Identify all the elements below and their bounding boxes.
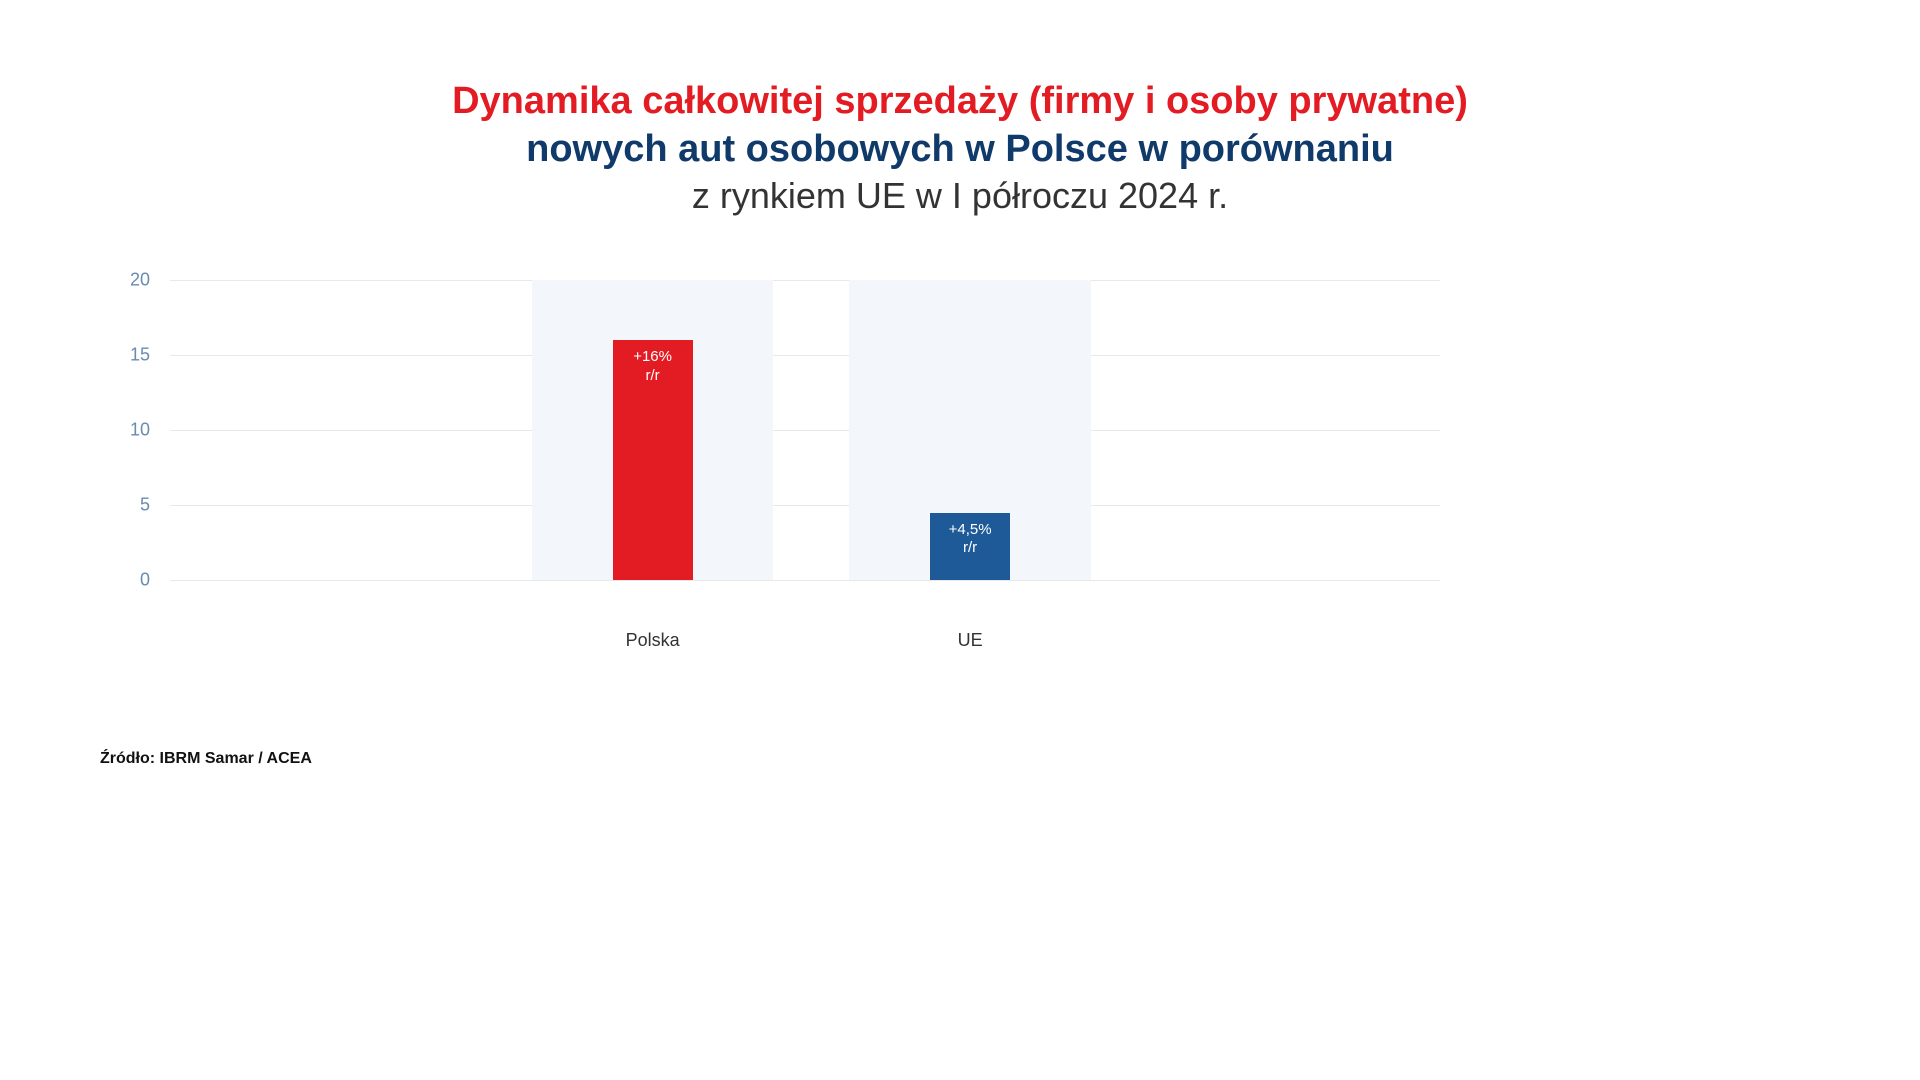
x-axis-labels: Polska UE <box>170 630 1440 660</box>
x-tick-label: UE <box>958 630 983 651</box>
gridline <box>170 430 1440 431</box>
plot-area: +16%r/r +4,5%r/r <box>170 280 1440 580</box>
title-line-1: Dynamika całkowitej sprzedaży (firmy i o… <box>0 78 1920 126</box>
y-tick-label: 10 <box>130 420 150 441</box>
y-tick-label: 20 <box>130 270 150 291</box>
y-tick-label: 0 <box>140 570 150 591</box>
bar-value-label: +16%r/r <box>633 348 672 386</box>
x-tick-label: Polska <box>626 630 680 651</box>
gridline <box>170 355 1440 356</box>
gridline <box>170 280 1440 281</box>
gridline <box>170 505 1440 506</box>
y-axis: 05101520 <box>100 280 160 580</box>
source-attribution: Źródło: IBRM Samar / ACEA <box>100 750 312 768</box>
title-line-2: nowych aut osobowych w Polsce w porównan… <box>0 126 1920 174</box>
bar-chart: 05101520 +16%r/r+4,5%r/r PolskaUE <box>100 280 1440 680</box>
gridline <box>170 580 1440 581</box>
title-line-3: z rynkiem UE w I półroczu 2024 r. <box>0 173 1920 220</box>
bar: +4,5%r/r <box>930 513 1010 581</box>
bar: +16%r/r <box>613 340 693 580</box>
y-tick-label: 15 <box>130 345 150 366</box>
bar-value-label: +4,5%r/r <box>949 521 992 559</box>
chart-title: Dynamika całkowitej sprzedaży (firmy i o… <box>0 0 1920 220</box>
y-tick-label: 5 <box>140 495 150 516</box>
